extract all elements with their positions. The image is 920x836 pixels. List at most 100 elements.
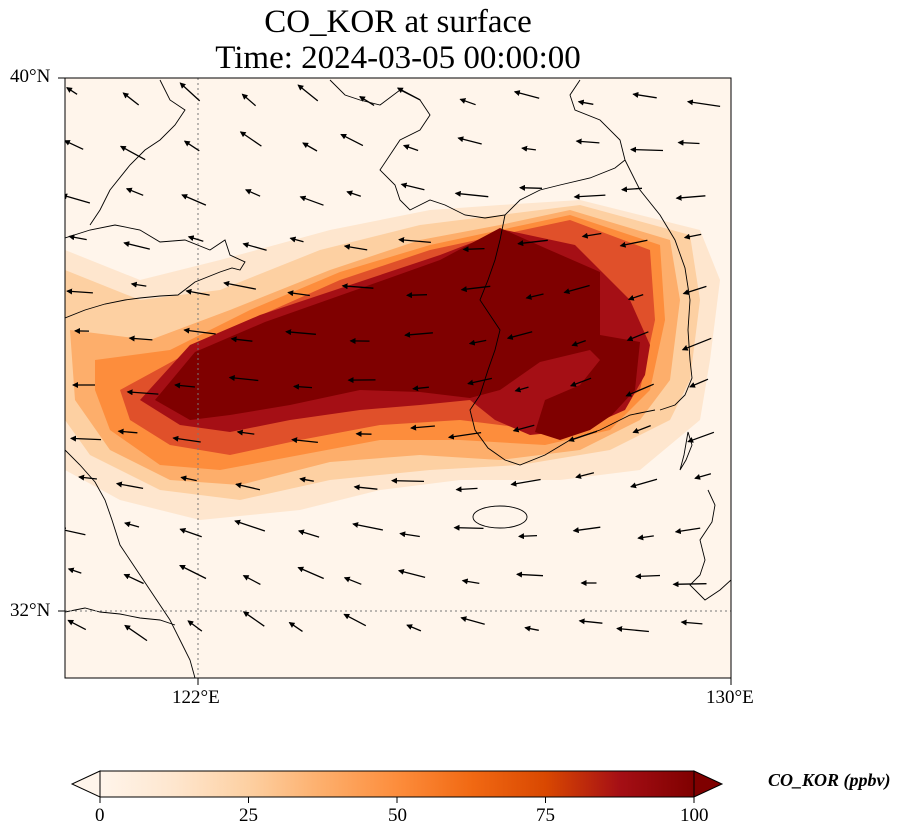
wind-arrow bbox=[66, 288, 93, 295]
wind-arrow bbox=[297, 529, 320, 538]
wind-arrow bbox=[635, 573, 661, 580]
colorbar-title: CO_KOR (ppbv) bbox=[768, 770, 891, 790]
wind-arrow bbox=[297, 566, 324, 580]
wind-arrow bbox=[288, 622, 303, 632]
wind-arrow bbox=[124, 521, 140, 528]
concentration-field bbox=[65, 200, 720, 520]
wind-arrow bbox=[244, 189, 261, 197]
wind-arrow bbox=[517, 239, 548, 247]
coastline-bohai bbox=[89, 79, 186, 226]
wind-arrow bbox=[187, 620, 203, 632]
gridlines bbox=[65, 78, 731, 678]
wind-arrow bbox=[353, 484, 378, 491]
coastlines bbox=[65, 79, 731, 678]
wind-arrow bbox=[78, 474, 97, 481]
wind-vector-layer bbox=[65, 82, 721, 642]
wind-arrow bbox=[632, 91, 657, 99]
coastline-japan-kyushu bbox=[689, 489, 731, 601]
colorbar-label-75: 75 bbox=[536, 805, 555, 826]
wind-arrow bbox=[241, 93, 257, 107]
wind-arrow bbox=[468, 339, 487, 346]
wind-arrow bbox=[228, 375, 259, 382]
wind-arrow bbox=[447, 431, 482, 440]
coastline-north-korea-east bbox=[569, 79, 626, 161]
wind-arrow bbox=[462, 246, 485, 253]
wind-arrow bbox=[461, 578, 480, 585]
wind-arrow bbox=[242, 575, 261, 585]
wind-arrow bbox=[180, 475, 197, 482]
wind-arrow bbox=[410, 424, 435, 431]
wind-arrow bbox=[187, 235, 204, 242]
wind-arrow bbox=[289, 236, 304, 243]
wind-arrow bbox=[521, 145, 536, 152]
wind-arrow bbox=[625, 383, 654, 397]
wind-arrow bbox=[115, 481, 144, 490]
wind-arrow bbox=[412, 385, 429, 392]
lon-label-130e: 130°E bbox=[706, 687, 754, 708]
wind-arrow bbox=[179, 82, 201, 102]
wind-arrow bbox=[687, 431, 715, 443]
wind-arrow bbox=[467, 377, 493, 386]
wind-arrow bbox=[65, 140, 84, 150]
colorbar-label-25: 25 bbox=[239, 805, 258, 826]
wind-arrow bbox=[519, 184, 543, 191]
wind-arrow bbox=[183, 140, 200, 152]
wind-arrow bbox=[343, 576, 362, 585]
wind-arrow bbox=[674, 527, 701, 535]
wind-arrow bbox=[524, 625, 539, 632]
wind-arrow bbox=[514, 386, 529, 393]
wind-arrow bbox=[183, 327, 216, 335]
tsushima-island bbox=[679, 431, 693, 471]
wind-arrow bbox=[242, 611, 265, 627]
wind-arrow bbox=[672, 581, 707, 588]
wind-arrow bbox=[179, 528, 202, 538]
wind-arrow bbox=[123, 573, 144, 585]
wind-arrow bbox=[621, 186, 643, 193]
wind-arrow bbox=[680, 619, 703, 626]
map-time-subtitle: Time: 2024-03-05 00:00:00 bbox=[215, 40, 581, 76]
wind-arrow bbox=[404, 331, 433, 338]
wind-arrow bbox=[399, 531, 420, 538]
lat-label-40n: 40°N bbox=[10, 66, 51, 87]
wind-arrow bbox=[578, 618, 603, 625]
map-panel bbox=[65, 78, 731, 678]
wind-arrow bbox=[686, 99, 721, 108]
wind-arrow bbox=[119, 145, 146, 161]
wind-arrow bbox=[122, 92, 140, 106]
coastline-china-north bbox=[65, 224, 246, 319]
map-title: CO_KOR at surface bbox=[264, 4, 532, 40]
wind-arrow bbox=[396, 87, 421, 101]
wind-arrow bbox=[67, 567, 82, 574]
wind-arrow bbox=[239, 131, 262, 147]
wind-arrow bbox=[572, 526, 601, 534]
yangtze-estuary bbox=[65, 607, 176, 626]
wind-arrow bbox=[453, 524, 484, 531]
wind-arrow bbox=[402, 144, 419, 152]
wind-arrow bbox=[632, 424, 651, 434]
wind-arrow bbox=[406, 624, 422, 632]
wind-arrow bbox=[302, 142, 318, 152]
wind-arrow bbox=[181, 194, 207, 206]
wind-arrow bbox=[124, 624, 148, 642]
colorbar-label-100: 100 bbox=[680, 805, 709, 826]
wind-arrow bbox=[637, 534, 654, 541]
wind-arrow bbox=[460, 285, 491, 293]
colorbar-extend-max bbox=[693, 770, 724, 798]
wind-arrow bbox=[174, 382, 195, 389]
wind-arrow bbox=[510, 478, 541, 487]
wind-arrow bbox=[518, 533, 538, 540]
wind-arrow bbox=[70, 435, 102, 442]
wind-arrow bbox=[287, 290, 310, 297]
wind-arrow bbox=[630, 146, 664, 153]
colorbar-label-0: 0 bbox=[95, 805, 105, 826]
wind-arrow bbox=[341, 283, 374, 290]
wind-arrow bbox=[68, 234, 87, 241]
wind-arrow bbox=[299, 195, 324, 206]
wind-arrow bbox=[126, 389, 159, 396]
wind-arrow bbox=[391, 477, 425, 484]
wind-arrow bbox=[455, 486, 478, 493]
wind-arrow bbox=[179, 564, 207, 580]
wind-arrow bbox=[581, 232, 602, 239]
wind-arrow bbox=[506, 331, 533, 340]
wind-arrow bbox=[626, 331, 649, 342]
